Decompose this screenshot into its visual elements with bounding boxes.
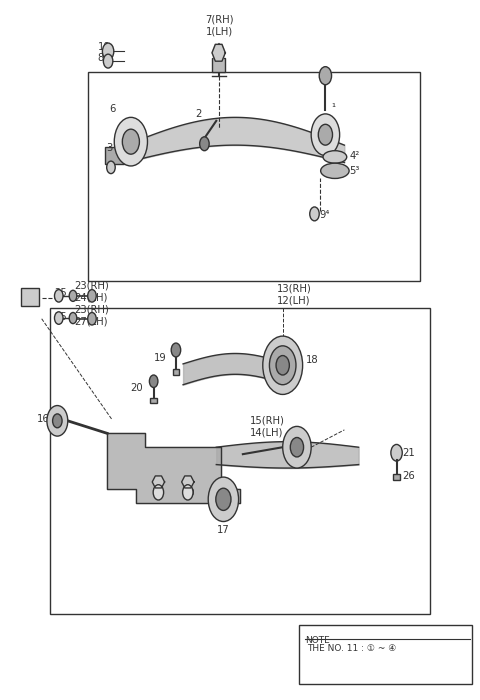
Circle shape [53,414,62,428]
Circle shape [283,426,311,468]
Circle shape [269,346,296,385]
Circle shape [149,375,158,388]
Circle shape [310,207,319,220]
Circle shape [171,343,180,357]
Circle shape [263,336,302,394]
Text: 18: 18 [305,356,318,365]
FancyBboxPatch shape [21,288,39,307]
Text: 17: 17 [217,525,230,535]
Text: 21: 21 [402,448,415,458]
Polygon shape [181,476,194,488]
Circle shape [319,66,332,85]
Bar [393,474,400,480]
Circle shape [88,312,96,325]
Text: 25: 25 [54,288,67,298]
Text: THE NO. 11 : ① ~ ④: THE NO. 11 : ① ~ ④ [307,645,397,653]
Text: 22: 22 [21,289,34,300]
FancyBboxPatch shape [213,58,225,72]
Text: 10: 10 [97,41,110,52]
Circle shape [216,488,231,510]
Bar [173,370,179,375]
Text: 13(RH)
12(LH): 13(RH) 12(LH) [277,284,312,305]
Text: 15(RH)
14(LH): 15(RH) 14(LH) [250,416,284,438]
Bar [105,146,124,164]
Circle shape [114,118,147,166]
Circle shape [55,312,63,324]
Circle shape [88,290,96,302]
Bar [88,72,420,281]
Circle shape [290,438,303,457]
Bar [50,308,430,614]
Text: ¹: ¹ [331,103,335,113]
Circle shape [276,356,289,375]
Text: 3: 3 [106,143,112,153]
Text: 10: 10 [152,487,165,498]
Text: 7(RH)
1(LH): 7(RH) 1(LH) [205,15,234,36]
Circle shape [69,290,77,302]
Text: 26: 26 [402,471,415,482]
Circle shape [102,43,114,60]
FancyBboxPatch shape [300,625,472,684]
Polygon shape [107,433,240,503]
Ellipse shape [321,163,349,179]
Circle shape [200,136,209,150]
Text: 8: 8 [97,52,104,62]
Circle shape [153,484,164,500]
Text: 20: 20 [130,383,143,393]
Circle shape [182,484,193,500]
Circle shape [107,161,115,174]
Text: 6: 6 [109,104,116,114]
Text: 10: 10 [182,487,195,498]
Text: 19: 19 [154,354,167,363]
Text: 23(RH)
27(LH): 23(RH) 27(LH) [74,304,108,326]
Circle shape [69,312,77,323]
Ellipse shape [323,150,347,163]
Polygon shape [212,44,225,61]
Circle shape [391,444,402,461]
Text: 5³: 5³ [349,166,360,176]
Circle shape [47,405,68,436]
Polygon shape [152,476,165,488]
Text: 23(RH)
24(LH): 23(RH) 24(LH) [74,281,108,302]
Circle shape [318,125,333,145]
Circle shape [103,54,113,68]
Circle shape [122,130,139,154]
Circle shape [55,290,63,302]
Text: 9⁴: 9⁴ [320,210,330,220]
Text: 16: 16 [37,414,50,424]
Text: 2: 2 [195,109,201,119]
Text: 25: 25 [54,312,67,322]
Circle shape [208,477,239,522]
Circle shape [311,114,340,155]
Bar [150,398,157,403]
Text: 4²: 4² [349,151,360,161]
Text: NOTE: NOTE [305,636,330,645]
